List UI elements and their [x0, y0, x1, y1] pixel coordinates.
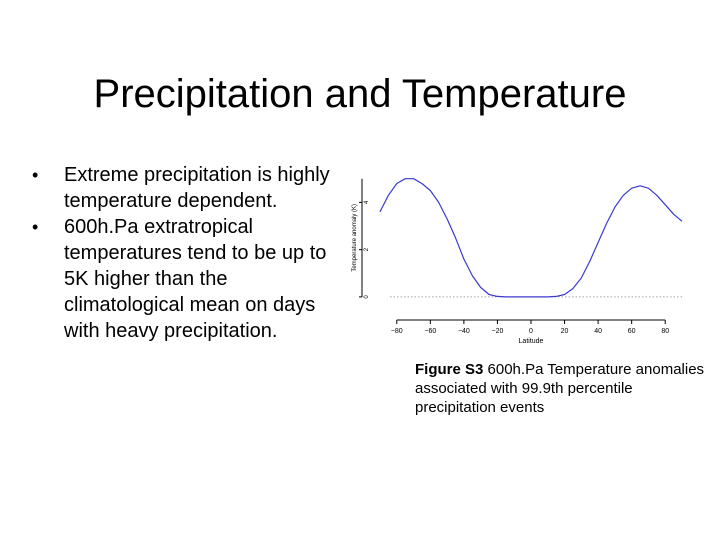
bullet-item: • 600h.Pa extratropical temperatures tend… [30, 214, 330, 344]
y-tick-label: 0 [364, 295, 370, 299]
bullet-item: • Extreme precipitation is highly tempera… [30, 162, 330, 214]
caption-label: Figure S3 [415, 361, 484, 378]
figure-caption: Figure S3 600h.Pa Temperature anomalies … [415, 360, 705, 417]
y-tick-label: 4 [364, 200, 370, 204]
x-tick-label: −40 [458, 328, 470, 335]
caption-text: 600h.Pa Temperature anomalies associated… [415, 361, 705, 416]
temperature-anomaly-chart: −80 −60 −40 −20 0 20 40 60 80 Latitude 0 2 4 Temperat… [352, 178, 683, 345]
x-tick-label: −80 [391, 328, 403, 335]
bullet-dot-icon: • [32, 165, 39, 185]
anomaly-series-line [379, 178, 683, 298]
y-tick-label: 2 [364, 247, 370, 251]
x-tick-label: 80 [661, 328, 669, 335]
y-axis-label: Temperature anomaly (K) [352, 204, 358, 272]
bullet-text: 600h.Pa extratropical temperatures tend … [64, 216, 327, 342]
x-tick-label: −20 [492, 328, 504, 335]
x-tick-label: 40 [594, 328, 602, 335]
bullet-dot-icon: • [32, 217, 39, 237]
x-tick-label: −60 [424, 328, 436, 335]
bullet-list: • Extreme precipitation is highly tempera… [30, 162, 330, 344]
bullet-text: Extreme precipitation is highly temperat… [64, 164, 330, 212]
slide-title: Precipitation and Temperature [93, 72, 627, 116]
x-tick-label: 20 [561, 328, 569, 335]
x-axis-label: Latitude [519, 338, 544, 345]
x-tick-label: 0 [529, 328, 533, 335]
x-tick-label: 60 [628, 328, 636, 335]
